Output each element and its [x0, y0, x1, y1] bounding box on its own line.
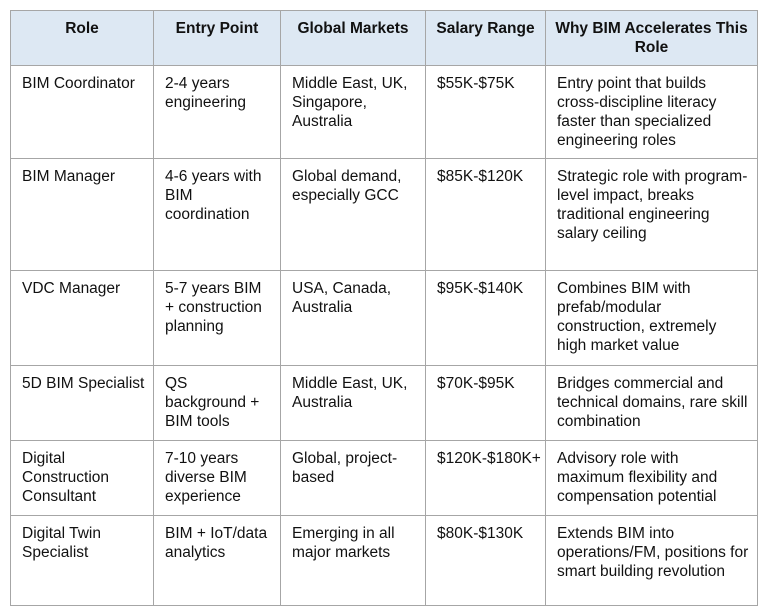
table-cell: 7-10 years diverse BIM experience — [153, 440, 281, 516]
table-row: Digital Twin Specialist BIM + IoT/data an… — [10, 515, 758, 606]
table-cell: Middle East, UK, Singapore, Australia — [280, 65, 426, 159]
table-cell: Middle East, UK, Australia — [280, 365, 426, 441]
table-cell: Digital Construction Consultant — [10, 440, 154, 516]
table-cell: Advisory role with maximum flexibility a… — [545, 440, 758, 516]
table-cell: $55K-$75K — [425, 65, 546, 159]
table-row: VDC Manager 5-7 years BIM + construction … — [10, 270, 758, 366]
header-cell: Global Markets — [280, 10, 426, 66]
table-row: 5D BIM Specialist QS background + BIM too… — [10, 365, 758, 441]
table-cell: Global, project-based — [280, 440, 426, 516]
table-cell: BIM Coordinator — [10, 65, 154, 159]
table-cell: 4-6 years with BIM coordination — [153, 158, 281, 271]
table-cell: BIM + IoT/data analytics — [153, 515, 281, 606]
table-cell: Extends BIM into operations/FM, position… — [545, 515, 758, 606]
roles-table: Role Entry Point Global Markets Salary Rang… — [10, 10, 758, 606]
table-cell: $85K-$120K — [425, 158, 546, 271]
header-cell: Salary Range — [425, 10, 546, 66]
table-cell: 5D BIM Specialist — [10, 365, 154, 441]
table-header: Role Entry Point Global Markets Salary Rang… — [10, 10, 758, 66]
table-cell: USA, Canada, Australia — [280, 270, 426, 366]
table-cell: 5-7 years BIM + construction planning — [153, 270, 281, 366]
table-cell: Strategic role with program-level impact… — [545, 158, 758, 271]
table-row: Digital Construction Consultant 7-10 year… — [10, 440, 758, 516]
table-cell: $70K-$95K — [425, 365, 546, 441]
table-cell: QS background + BIM tools — [153, 365, 281, 441]
table-body: BIM Coordinator 2-4 years engineering Midd… — [10, 65, 758, 606]
header-cell: Entry Point — [153, 10, 281, 66]
header-row: Role Entry Point Global Markets Salary Rang… — [10, 10, 758, 66]
table-cell: $80K-$130K — [425, 515, 546, 606]
table-row: BIM Coordinator 2-4 years engineering Midd… — [10, 65, 758, 159]
table-cell: Entry point that builds cross-discipline… — [545, 65, 758, 159]
header-cell: Role — [10, 10, 154, 66]
table-cell: BIM Manager — [10, 158, 154, 271]
table-cell: Combines BIM with prefab/modular constru… — [545, 270, 758, 366]
table-cell: VDC Manager — [10, 270, 154, 366]
table-cell: Bridges commercial and technical domains… — [545, 365, 758, 441]
table-cell: Digital Twin Specialist — [10, 515, 154, 606]
table-row: BIM Manager 4-6 years with BIM coordinati… — [10, 158, 758, 271]
table-cell: Emerging in all major markets — [280, 515, 426, 606]
table-cell: 2-4 years engineering — [153, 65, 281, 159]
table-cell: $95K-$140K — [425, 270, 546, 366]
table-cell: Global demand, especially GCC — [280, 158, 426, 271]
table-cell: $120K-$180K+ — [425, 440, 546, 516]
header-cell: Why BIM Accelerates This Role — [545, 10, 758, 66]
